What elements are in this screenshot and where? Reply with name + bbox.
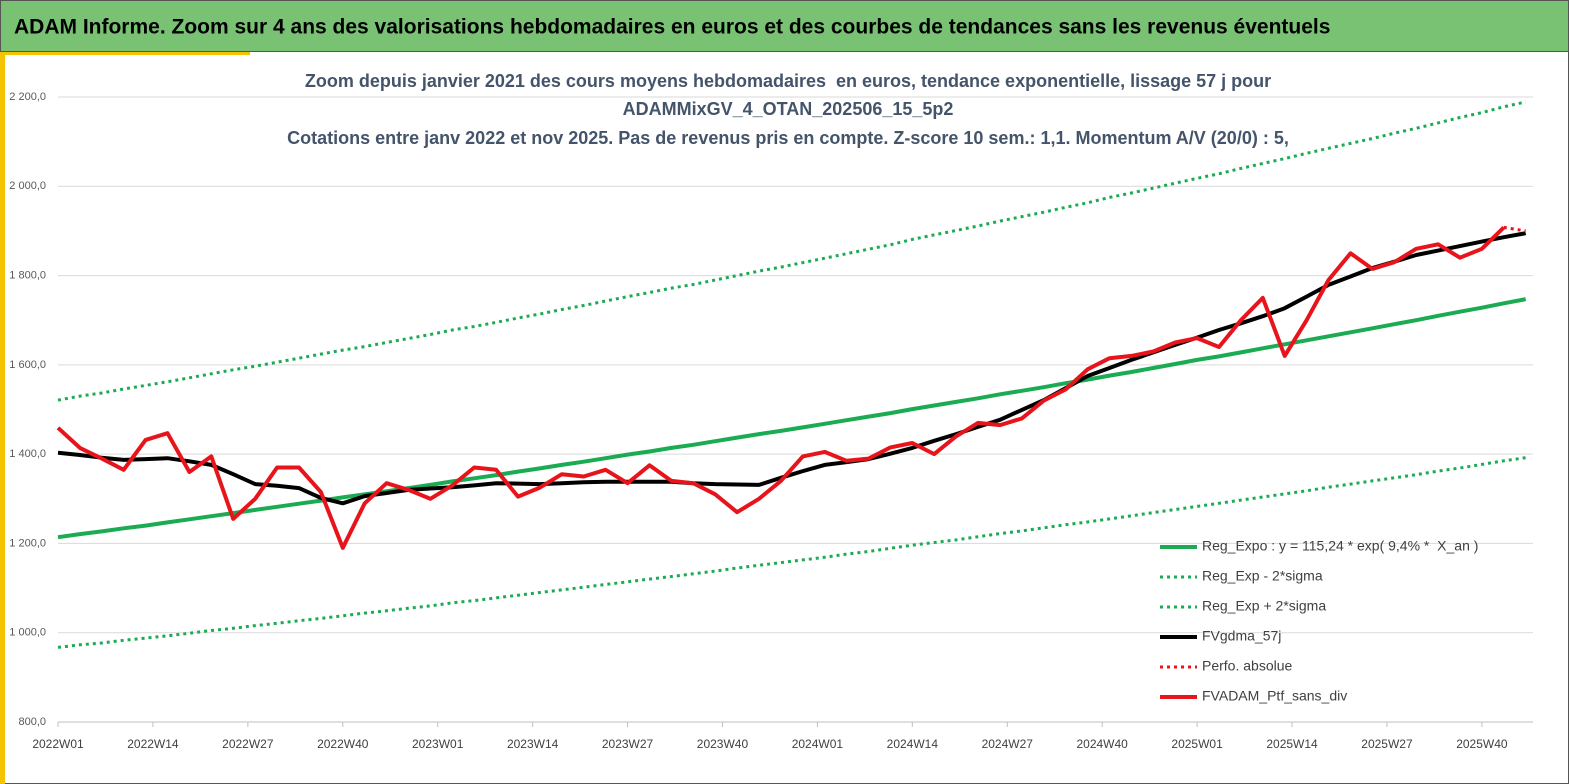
subtitle: Cotations entre janv 2022 et nov 2025. P… [287,128,1289,148]
x-tick-label: 2025W14 [1266,737,1318,751]
series-line [57,231,1527,506]
x-tick-label: 2022W14 [127,737,179,751]
subtitle: ADAMMixGV_4_OTAN_202506_15_5p2 [623,99,954,119]
legend-label: FVADAM_Ptf_sans_div [1202,688,1347,704]
x-tick-label: 2022W27 [222,737,274,751]
chart-title: ADAM Informe. Zoom sur 4 ans des valoris… [14,16,1330,39]
legend-label: FVgdma_57j [1202,628,1281,644]
y-tick-label: 800,0 [18,716,46,728]
x-tick-label: 2022W01 [32,737,84,751]
x-tick-label: 2023W40 [697,737,749,751]
y-tick-label: 1 600,0 [9,359,46,371]
y-tick-label: 1 800,0 [9,269,46,281]
y-tick-label: 2 200,0 [9,91,46,103]
x-tick-label: 2025W27 [1361,737,1413,751]
legend-label: Reg_Expo : y = 115,24 * exp( 9,4% * X_an… [1202,538,1478,554]
x-tick-label: 2023W01 [412,737,464,751]
accent-top [0,52,250,55]
series-line [57,456,1526,649]
x-tick-label: 2023W27 [602,737,654,751]
series-line [57,100,1527,402]
subtitle: Zoom depuis janvier 2021 des cours moyen… [305,71,1271,91]
x-tick-label: 2024W14 [887,737,939,751]
x-tick-label: 2025W40 [1456,737,1508,751]
header-bar [0,0,1569,52]
x-tick-label: 2023W14 [507,737,559,751]
legend-label: Reg_Exp - 2*sigma [1202,568,1323,584]
accent-left [0,52,5,784]
x-tick-label: 2024W01 [792,737,844,751]
series-line [56,225,1506,550]
x-tick-label: 2025W01 [1171,737,1223,751]
y-tick-label: 1 200,0 [9,537,46,549]
x-tick-label: 2024W40 [1076,737,1128,751]
y-tick-label: 1 000,0 [9,627,46,639]
y-tick-label: 2 000,0 [9,180,46,192]
y-tick-label: 1 400,0 [9,448,46,460]
x-tick-label: 2024W27 [982,737,1034,751]
legend-label: Reg_Exp + 2*sigma [1202,598,1326,614]
x-tick-label: 2022W40 [317,737,369,751]
legend-label: Perfo. absolue [1202,658,1292,674]
